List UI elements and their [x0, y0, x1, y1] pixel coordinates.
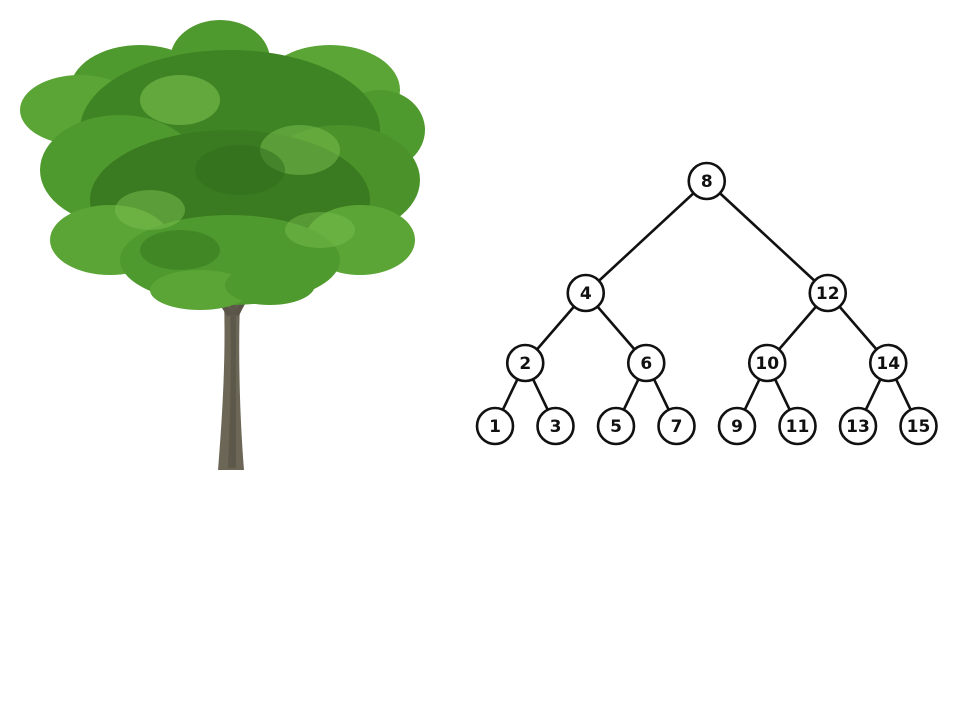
tree-node-circle — [778, 406, 817, 446]
tree-node-label: 10 — [755, 354, 779, 374]
binary-search-tree-diagram: 84 122 6 10 141 3 5 7 9 11 13 15 — [475, 161, 938, 446]
tree-node-label: 9 — [731, 417, 743, 437]
tree-node-9: 9 — [717, 406, 757, 446]
tree-node-2: 2 — [505, 343, 545, 383]
tree-node-7: 7 — [657, 406, 696, 446]
tree-node-label: 14 — [876, 354, 900, 374]
tree-node-15: 15 — [899, 406, 938, 446]
tree-node-label: 12 — [816, 284, 840, 304]
tree-node-circle — [657, 406, 696, 446]
tree-node-5: 5 — [596, 406, 636, 446]
tree-node-label: 15 — [907, 417, 931, 437]
tree-node-6: 6 — [626, 343, 666, 383]
tree-node-12: 12 — [808, 273, 848, 313]
tree-node-circle — [536, 406, 575, 446]
tree-node-circle — [717, 406, 757, 446]
tree-edge-n8-n12 — [705, 179, 830, 295]
tree-node-circle — [566, 273, 606, 313]
tree-node-label: 3 — [550, 417, 562, 437]
tree-node-11: 11 — [778, 406, 817, 446]
tree-node-8: 8 — [687, 161, 727, 201]
tree-node-circle — [808, 273, 848, 313]
tree-foliage — [20, 20, 425, 310]
tree-node-label: 5 — [610, 417, 622, 437]
tree-node-3: 3 — [536, 406, 575, 446]
tree-node-circle — [838, 406, 878, 446]
tree-nodes: 84 122 6 10 141 3 5 7 9 11 13 15 — [475, 161, 938, 446]
tree-icon — [20, 20, 425, 470]
tree-node-label: 2 — [519, 354, 531, 374]
tree-node-circle — [687, 161, 727, 201]
tree-node-1: 1 — [475, 406, 515, 446]
tree-node-circle — [868, 343, 908, 383]
tree-node-label: 7 — [671, 417, 683, 437]
tree-node-label: 11 — [786, 417, 810, 437]
tree-node-circle — [899, 406, 938, 446]
tree-node-label: 6 — [640, 354, 652, 374]
tree-node-14: 14 — [868, 343, 908, 383]
tree-node-4: 4 — [566, 273, 606, 313]
tree-node-circle — [747, 343, 787, 383]
tree-node-10: 10 — [747, 343, 787, 383]
tree-node-label: 8 — [701, 172, 713, 192]
tree-node-label: 1 — [489, 417, 501, 437]
tree-edges — [493, 179, 920, 428]
tree-node-label: 4 — [580, 284, 592, 304]
tree-node-circle — [626, 343, 666, 383]
tree-node-circle — [475, 406, 515, 446]
tree-edge-n8-n4 — [584, 179, 709, 295]
tree-node-13: 13 — [838, 406, 878, 446]
tree-node-label: 13 — [846, 417, 870, 437]
tree-node-circle — [505, 343, 545, 383]
tree-node-circle — [596, 406, 636, 446]
